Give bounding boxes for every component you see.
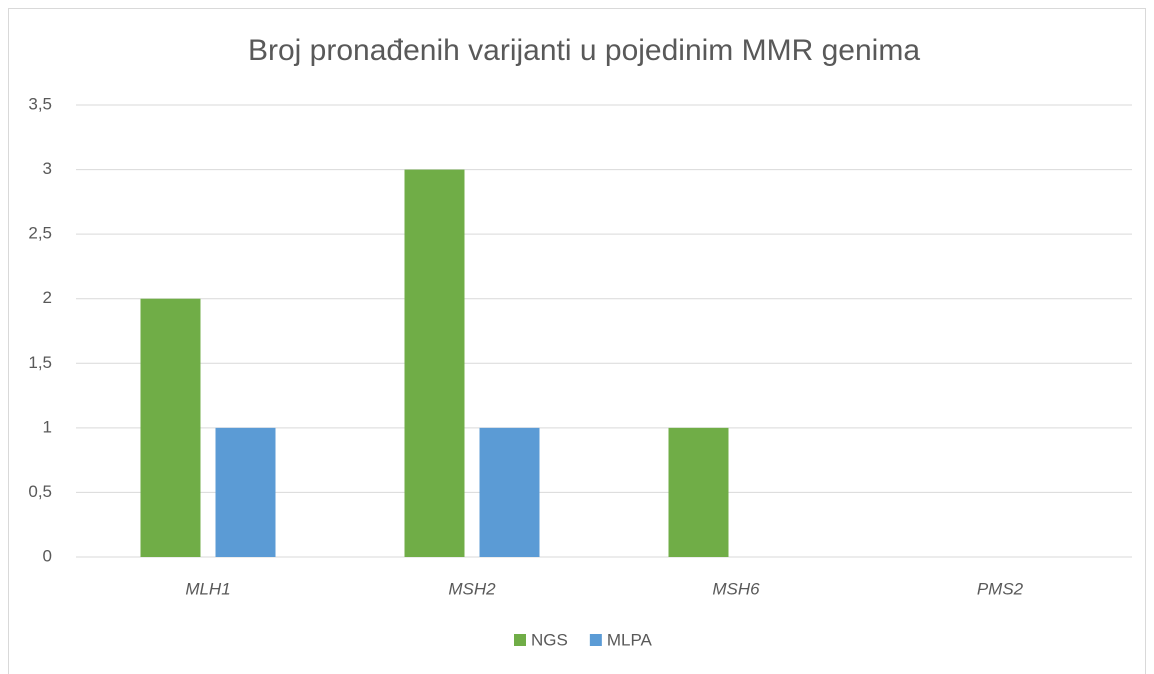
- x-tick-label: MLH1: [185, 579, 230, 598]
- x-tick-label: MSH2: [448, 579, 496, 598]
- y-tick-label: 3,5: [28, 94, 52, 113]
- x-tick-label: PMS2: [977, 579, 1024, 598]
- y-tick-label: 2: [43, 288, 52, 307]
- y-tick-label: 1: [43, 417, 52, 436]
- bar: [215, 427, 276, 557]
- y-tick-label: 0: [43, 546, 52, 565]
- x-tick-label: MSH6: [712, 579, 760, 598]
- bar: [668, 427, 729, 557]
- chart-title: Broj pronađenih varijanti u pojedinim MM…: [248, 34, 920, 67]
- legend-label: MLPA: [607, 630, 653, 649]
- legend-label: NGS: [531, 630, 568, 649]
- y-tick-label: 2,5: [28, 224, 52, 243]
- y-tick-label: 3: [43, 159, 52, 178]
- bar: [479, 427, 540, 557]
- bar: [404, 169, 465, 558]
- legend-swatch: [589, 634, 602, 646]
- bar: [140, 298, 201, 557]
- y-tick-label: 1,5: [28, 353, 52, 372]
- legend-swatch: [514, 634, 526, 646]
- y-tick-label: 0,5: [28, 482, 52, 501]
